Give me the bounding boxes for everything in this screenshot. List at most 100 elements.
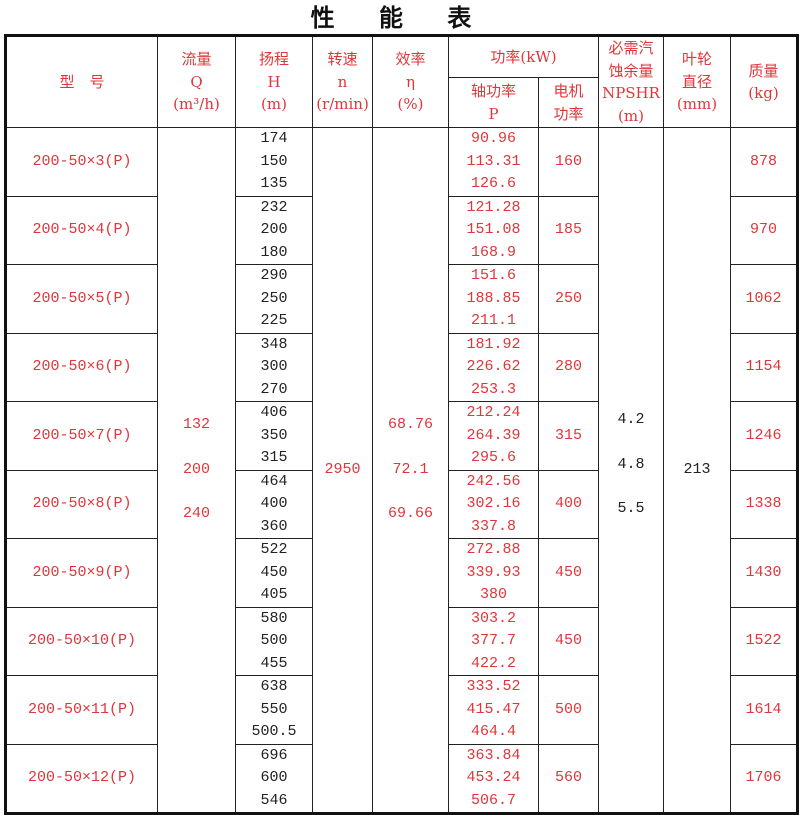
npshr-cell: 4.2 4.8 5.5 <box>598 127 664 814</box>
shaft-power-value: 272.88 <box>466 541 521 558</box>
shaft-power-cell: 242.56 302.16 337.8 <box>448 469 539 539</box>
head-value: 522 <box>260 541 288 558</box>
shaft-power-value: 453.24 <box>466 769 521 786</box>
header-npshr-line2: 蚀余量 <box>608 61 654 80</box>
motor-power-cell: 560 <box>538 743 599 814</box>
head-value: 270 <box>260 380 288 398</box>
motor-power-cell: 315 <box>538 401 599 471</box>
shaft-power-value: 302.16 <box>466 495 521 512</box>
flow-value: 240 <box>182 505 210 523</box>
shaft-power-value: 506.7 <box>470 791 516 809</box>
head-cell: 696 600 546 <box>235 743 313 814</box>
impeller-cell: 213 <box>663 127 731 814</box>
model-cell: 200-50×7(P) <box>5 401 158 471</box>
model-cell: 200-50×11(P) <box>5 675 158 745</box>
shaft-power-value: 253.3 <box>470 380 516 398</box>
model-cell: 200-50×10(P) <box>5 606 158 676</box>
mass-cell: 1154 <box>730 332 798 402</box>
header-speed: 转速 n (r/min) <box>312 35 373 128</box>
head-value: 135 <box>260 175 288 192</box>
head-value: 250 <box>260 289 288 307</box>
table-row: 200-50×7(P) 406 350 315 212.24 264.39 295.6 315… <box>5 401 798 471</box>
head-value: 450 <box>260 563 288 581</box>
head-value: 315 <box>260 449 288 466</box>
head-value: 232 <box>260 198 288 216</box>
head-value: 464 <box>260 472 288 490</box>
head-value: 600 <box>260 769 288 786</box>
head-value: 225 <box>260 312 288 329</box>
mass-cell: 1062 <box>730 264 798 334</box>
header-head-symbol: H <box>267 72 281 91</box>
head-cell: 464 400 360 <box>235 469 313 539</box>
header-efficiency-unit: (%) <box>397 95 424 114</box>
mass-cell: 970 <box>730 195 798 265</box>
shaft-power-cell: 272.88 339.93 380 <box>448 538 539 608</box>
head-value: 406 <box>260 404 288 421</box>
header-impeller-line1: 叶轮 <box>681 50 712 69</box>
header-efficiency-symbol: η <box>406 72 415 91</box>
table-row: 200-50×6(P) 348 300 270 181.92 226.62 253.3 280… <box>5 332 798 402</box>
head-value: 150 <box>260 152 288 170</box>
header-flow: 流量 Q (m³/h) <box>157 35 236 128</box>
head-value: 290 <box>260 267 288 284</box>
head-value: 200 <box>260 221 288 238</box>
head-value: 696 <box>260 746 288 764</box>
shaft-power-value: 303.2 <box>470 609 516 627</box>
head-value: 580 <box>260 609 288 627</box>
header-head-label: 扬程 <box>258 50 289 69</box>
head-value: 546 <box>260 791 288 809</box>
head-value: 405 <box>260 586 288 603</box>
model-cell: 200-50×9(P) <box>5 538 158 608</box>
header-npshr-line1: 必需汽 <box>608 39 654 57</box>
shaft-power-cell: 333.52 415.47 464.4 <box>448 675 539 745</box>
npshr-value: 4.8 <box>617 455 645 473</box>
head-cell: 522 450 405 <box>235 538 313 608</box>
motor-power-cell: 185 <box>538 195 599 265</box>
efficiency-value: 68.76 <box>387 416 433 434</box>
shaft-power-cell: 303.2 377.7 422.2 <box>448 606 539 676</box>
header-mass-label: 质量 <box>748 61 779 80</box>
shaft-power-cell: 212.24 264.39 295.6 <box>448 401 539 471</box>
shaft-power-value: 181.92 <box>466 335 521 353</box>
header-npshr: 必需汽 蚀余量 NPSHR (m) <box>598 35 664 128</box>
header-efficiency: 效率 η (%) <box>372 35 449 128</box>
header-flow-label: 流量 <box>181 50 212 69</box>
table-row: 200-50×12(P) 696 600 546 363.84 453.24 506.7 56… <box>5 743 798 814</box>
head-cell: 174 150 135 <box>235 127 313 197</box>
npshr-value: 5.5 <box>617 500 645 518</box>
header-impeller-unit: (mm) <box>676 95 718 114</box>
shaft-power-value: 188.85 <box>466 289 521 307</box>
efficiency-value: 69.66 <box>387 505 433 523</box>
page-title: 性 能 表 <box>310 4 490 32</box>
head-value: 174 <box>260 130 288 147</box>
motor-power-cell: 450 <box>538 538 599 608</box>
mass-cell: 1338 <box>730 469 798 539</box>
efficiency-value: 72.1 <box>392 460 429 478</box>
header-motor-power-line2: 功率 <box>553 104 584 123</box>
shaft-power-cell: 90.96 113.31 126.6 <box>448 127 539 197</box>
efficiency-cell: 68.76 72.1 69.66 <box>372 127 449 814</box>
header-speed-unit: (r/min) <box>316 95 369 114</box>
shaft-power-value: 464.4 <box>470 723 516 740</box>
head-cell: 290 250 225 <box>235 264 313 334</box>
model-cell: 200-50×8(P) <box>5 469 158 539</box>
model-cell: 200-50×6(P) <box>5 332 158 402</box>
table-row: 200-50×3(P) 132 200 240 174 150 135 2950 68.76 72… <box>5 127 798 814</box>
head-cell: 406 350 315 <box>235 401 313 471</box>
header-npshr-unit: (m) <box>618 106 644 125</box>
model-cell: 200-50×3(P) <box>5 127 158 197</box>
header-flow-symbol: Q <box>190 72 203 91</box>
head-value: 500 <box>260 632 288 649</box>
header-npshr-symbol: NPSHR <box>602 84 660 102</box>
mass-cell: 1522 <box>730 606 798 676</box>
head-cell: 638 550 500.5 <box>235 675 313 745</box>
head-value: 350 <box>260 426 288 444</box>
shaft-power-value: 168.9 <box>470 243 516 261</box>
header-mass-unit: (kg) <box>748 84 779 102</box>
shaft-power-cell: 151.6 188.85 211.1 <box>448 264 539 334</box>
header-power: 功率(kW) <box>448 34 599 79</box>
shaft-power-value: 377.7 <box>470 632 516 649</box>
shaft-power-value: 333.52 <box>466 678 521 695</box>
head-cell: 580 500 455 <box>235 606 313 676</box>
flow-value: 200 <box>182 460 210 478</box>
